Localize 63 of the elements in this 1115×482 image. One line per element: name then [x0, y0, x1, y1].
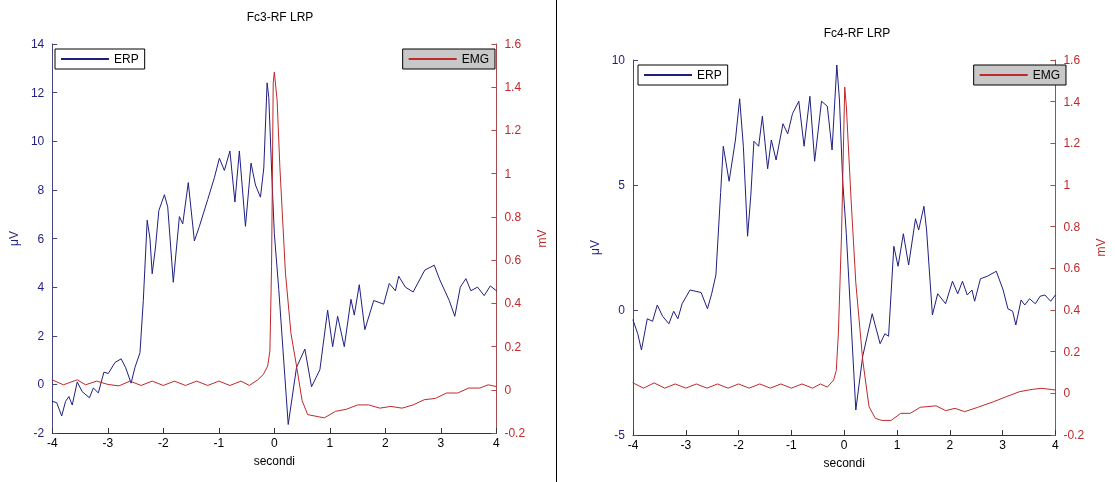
x-tick-label: -1 [213, 436, 225, 450]
y2-tick-label: 0 [504, 382, 512, 397]
y2-tick-label: 1.4 [1063, 94, 1081, 109]
y2-axis-title: mV [1094, 238, 1108, 257]
y2-tick-label: 1.2 [504, 123, 522, 138]
y2-tick-label: -0.2 [504, 426, 526, 440]
y2-tick-label: 0 [1063, 386, 1071, 401]
y2-tick-label: 1.6 [1063, 53, 1081, 67]
y-axis-title: μV [7, 231, 21, 246]
y-tick-label: 14 [30, 37, 45, 51]
x-tick-label: 3 [437, 436, 445, 450]
legend-label: EMG [461, 52, 490, 66]
y-tick-label: 8 [37, 182, 45, 197]
x-axis-title: secondi [823, 456, 865, 470]
y2-tick-label: 0.2 [1063, 344, 1081, 359]
y-tick-label: 4 [37, 280, 45, 295]
x-tick-label: -3 [102, 436, 114, 450]
y2-tick-label: 1.2 [1063, 136, 1081, 151]
y-tick-label: 10 [30, 134, 45, 149]
x-tick-label: -2 [157, 436, 169, 450]
x-tick-label: 2 [946, 438, 954, 452]
y2-tick-label: 0.2 [504, 339, 522, 354]
x-axis-title: secondi [253, 454, 296, 468]
y2-tick-label: 0.4 [1063, 303, 1081, 317]
x-tick-label: -2 [733, 438, 745, 452]
y-tick-label: 0 [618, 303, 626, 317]
y-axis-title: μV [587, 240, 602, 255]
y-tick-label: 5 [618, 178, 626, 192]
y-tick-label: 2 [37, 328, 45, 343]
x-tick-label: 0 [840, 438, 848, 452]
x-tick-label: 1 [893, 438, 901, 452]
x-tick-label: 0 [270, 436, 278, 450]
y2-tick-label: 0.6 [504, 253, 522, 268]
x-tick-label: -1 [786, 438, 798, 452]
y-tick-label: 12 [30, 85, 45, 100]
x-tick-label: 1 [326, 436, 334, 450]
chart-title: Fc4-RF LRP [823, 26, 891, 40]
chart-title: Fc3-RF LRP [246, 10, 314, 24]
y-tick-label: -2 [33, 426, 45, 440]
legend-label: EMG [1032, 68, 1061, 82]
x-tick-label: -4 [46, 436, 58, 450]
x-tick-label: -4 [627, 438, 639, 452]
y-tick-label: 0 [37, 377, 45, 392]
y-tick-label: -5 [614, 428, 626, 442]
y2-tick-label: 0.6 [1063, 261, 1081, 276]
y-tick-label: 10 [611, 53, 626, 67]
y2-tick-label: 0.4 [504, 296, 522, 311]
y2-tick-label: -0.2 [1063, 428, 1085, 442]
y2-tick-label: 0.8 [504, 209, 522, 224]
x-tick-label: 3 [999, 438, 1007, 452]
y2-tick-label: 0.8 [1063, 219, 1081, 234]
y2-axis-title: mV [535, 229, 549, 248]
y2-tick-label: 1.6 [504, 37, 522, 51]
x-tick-label: 4 [1052, 438, 1060, 452]
y2-tick-label: 1 [504, 166, 512, 181]
y2-tick-label: 1 [1063, 178, 1071, 192]
x-tick-label: 2 [382, 436, 390, 450]
y-tick-label: 6 [37, 231, 45, 246]
legend-label: ERP [114, 52, 139, 66]
y2-tick-label: 1.4 [504, 80, 522, 95]
legend-label: ERP [697, 68, 722, 82]
x-tick-label: -3 [680, 438, 692, 452]
x-tick-label: 4 [493, 436, 501, 450]
